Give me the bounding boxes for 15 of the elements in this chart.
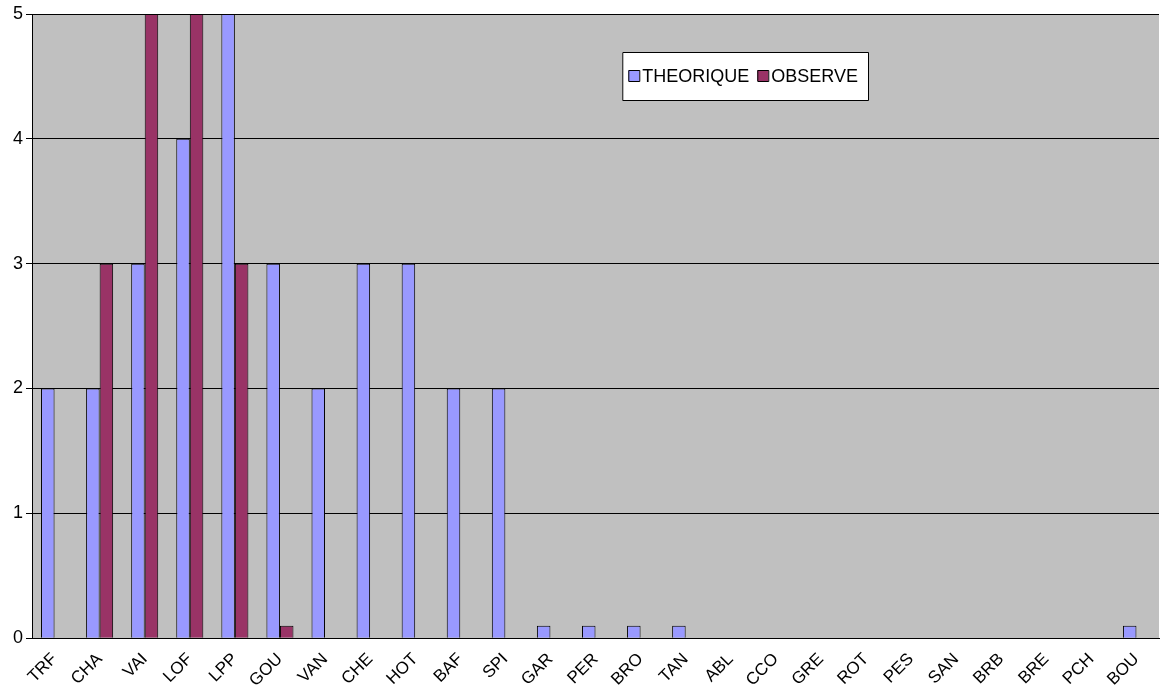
legend-label: THEORIQUE [642,65,750,86]
x-tick-label: TRF [23,649,61,686]
y-tick-label: 0 [13,627,24,648]
legend-label: OBSERVE [771,65,859,86]
y-tick-label: 3 [13,252,24,273]
x-tick-label: CHA [66,648,107,688]
y-tick-label: 5 [13,2,24,23]
x-tick-label: VAI [118,649,151,682]
y-tick-label: 4 [13,127,24,148]
x-tick-label: VAN [293,649,332,687]
y-tick-label: 1 [13,502,24,523]
y-tick-label: 2 [13,377,24,398]
x-tick-label: ABL [700,649,737,686]
x-tick-label: SPI [478,649,512,682]
x-tick-label: TAN [655,649,692,686]
